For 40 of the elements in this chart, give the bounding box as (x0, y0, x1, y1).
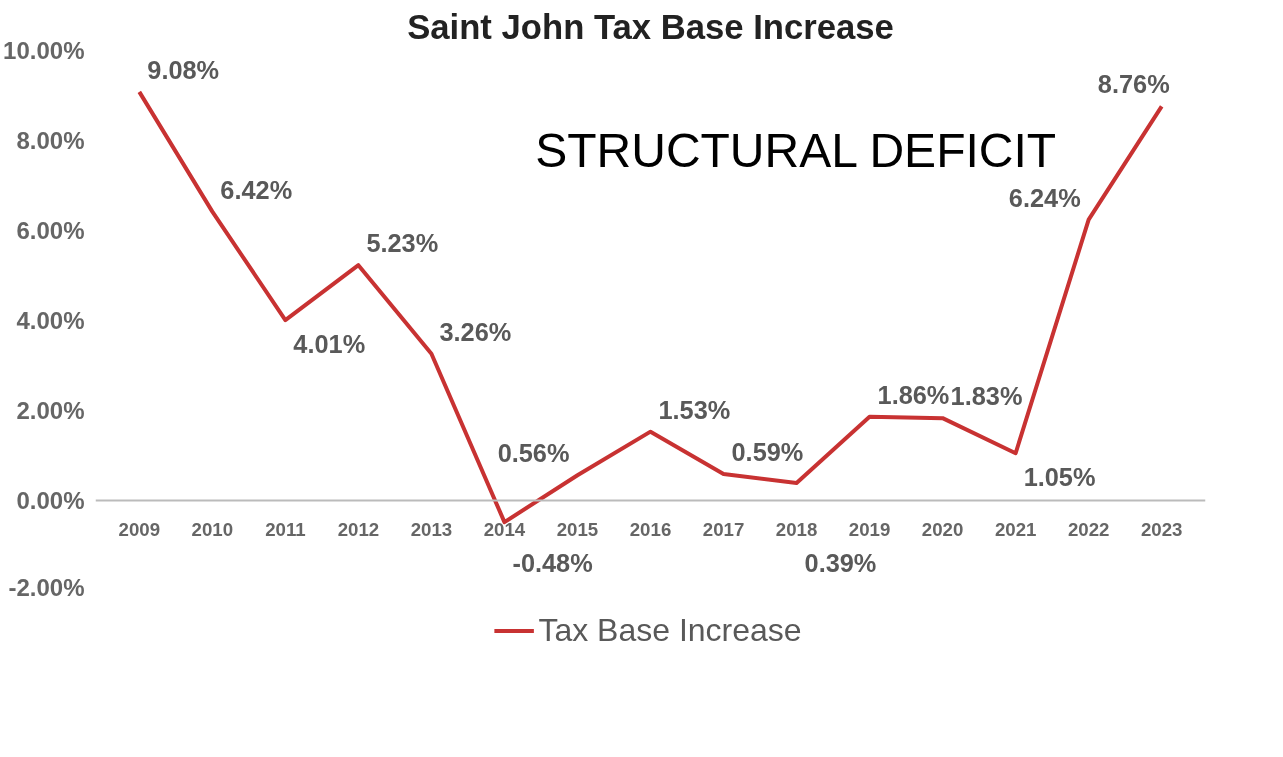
x-tick-label: 2014 (483, 518, 526, 540)
data-label: 9.08% (147, 55, 220, 84)
data-label: 5.23% (366, 229, 439, 258)
y-tick-label: 4.00% (16, 307, 85, 334)
x-tick-label: 2009 (118, 518, 161, 540)
data-label: 1.05% (1023, 463, 1096, 492)
x-tick-label: 2012 (337, 518, 380, 540)
x-tick-label: 2013 (410, 518, 453, 540)
x-tick-label: 2018 (775, 518, 818, 540)
x-tick-label: 2020 (921, 518, 964, 540)
x-tick-label: 2021 (994, 518, 1037, 540)
x-tick-label: 2019 (848, 518, 891, 540)
y-tick-label: 8.00% (16, 127, 85, 154)
data-label: 1.86% (877, 380, 950, 409)
data-label: 4.01% (293, 330, 366, 359)
x-tick-label: 2010 (191, 518, 234, 540)
data-label: 8.76% (1097, 70, 1170, 99)
x-tick-label: 2017 (702, 518, 745, 540)
x-tick-label: 2023 (1140, 518, 1183, 540)
y-tick-label: -2.00% (8, 573, 85, 601)
data-label: 3.26% (439, 317, 512, 346)
data-label: 1.53% (658, 395, 731, 424)
y-tick-label: 0.00% (16, 487, 85, 514)
data-label: 6.24% (1008, 183, 1081, 212)
data-label: 0.59% (731, 437, 804, 466)
y-tick-label: 2.00% (16, 397, 85, 424)
x-tick-label: 2015 (556, 518, 599, 540)
data-label: 6.42% (220, 175, 293, 204)
data-label: 1.83% (950, 382, 1023, 411)
data-label: 0.56% (497, 439, 570, 468)
x-tick-label: 2011 (265, 518, 306, 540)
y-tick-label: 6.00% (16, 217, 85, 244)
data-label: 0.39% (804, 548, 877, 577)
legend-label: Tax Base Increase (538, 611, 802, 649)
x-tick-label: 2022 (1067, 518, 1110, 540)
chart-title: Saint John Tax Base Increase (407, 7, 894, 46)
x-tick-label: 2016 (629, 518, 672, 540)
data-label: -0.48% (512, 548, 593, 577)
annotation: STRUCTURAL DEFICIT (535, 123, 1057, 177)
y-tick-label: 10.00% (3, 37, 85, 64)
